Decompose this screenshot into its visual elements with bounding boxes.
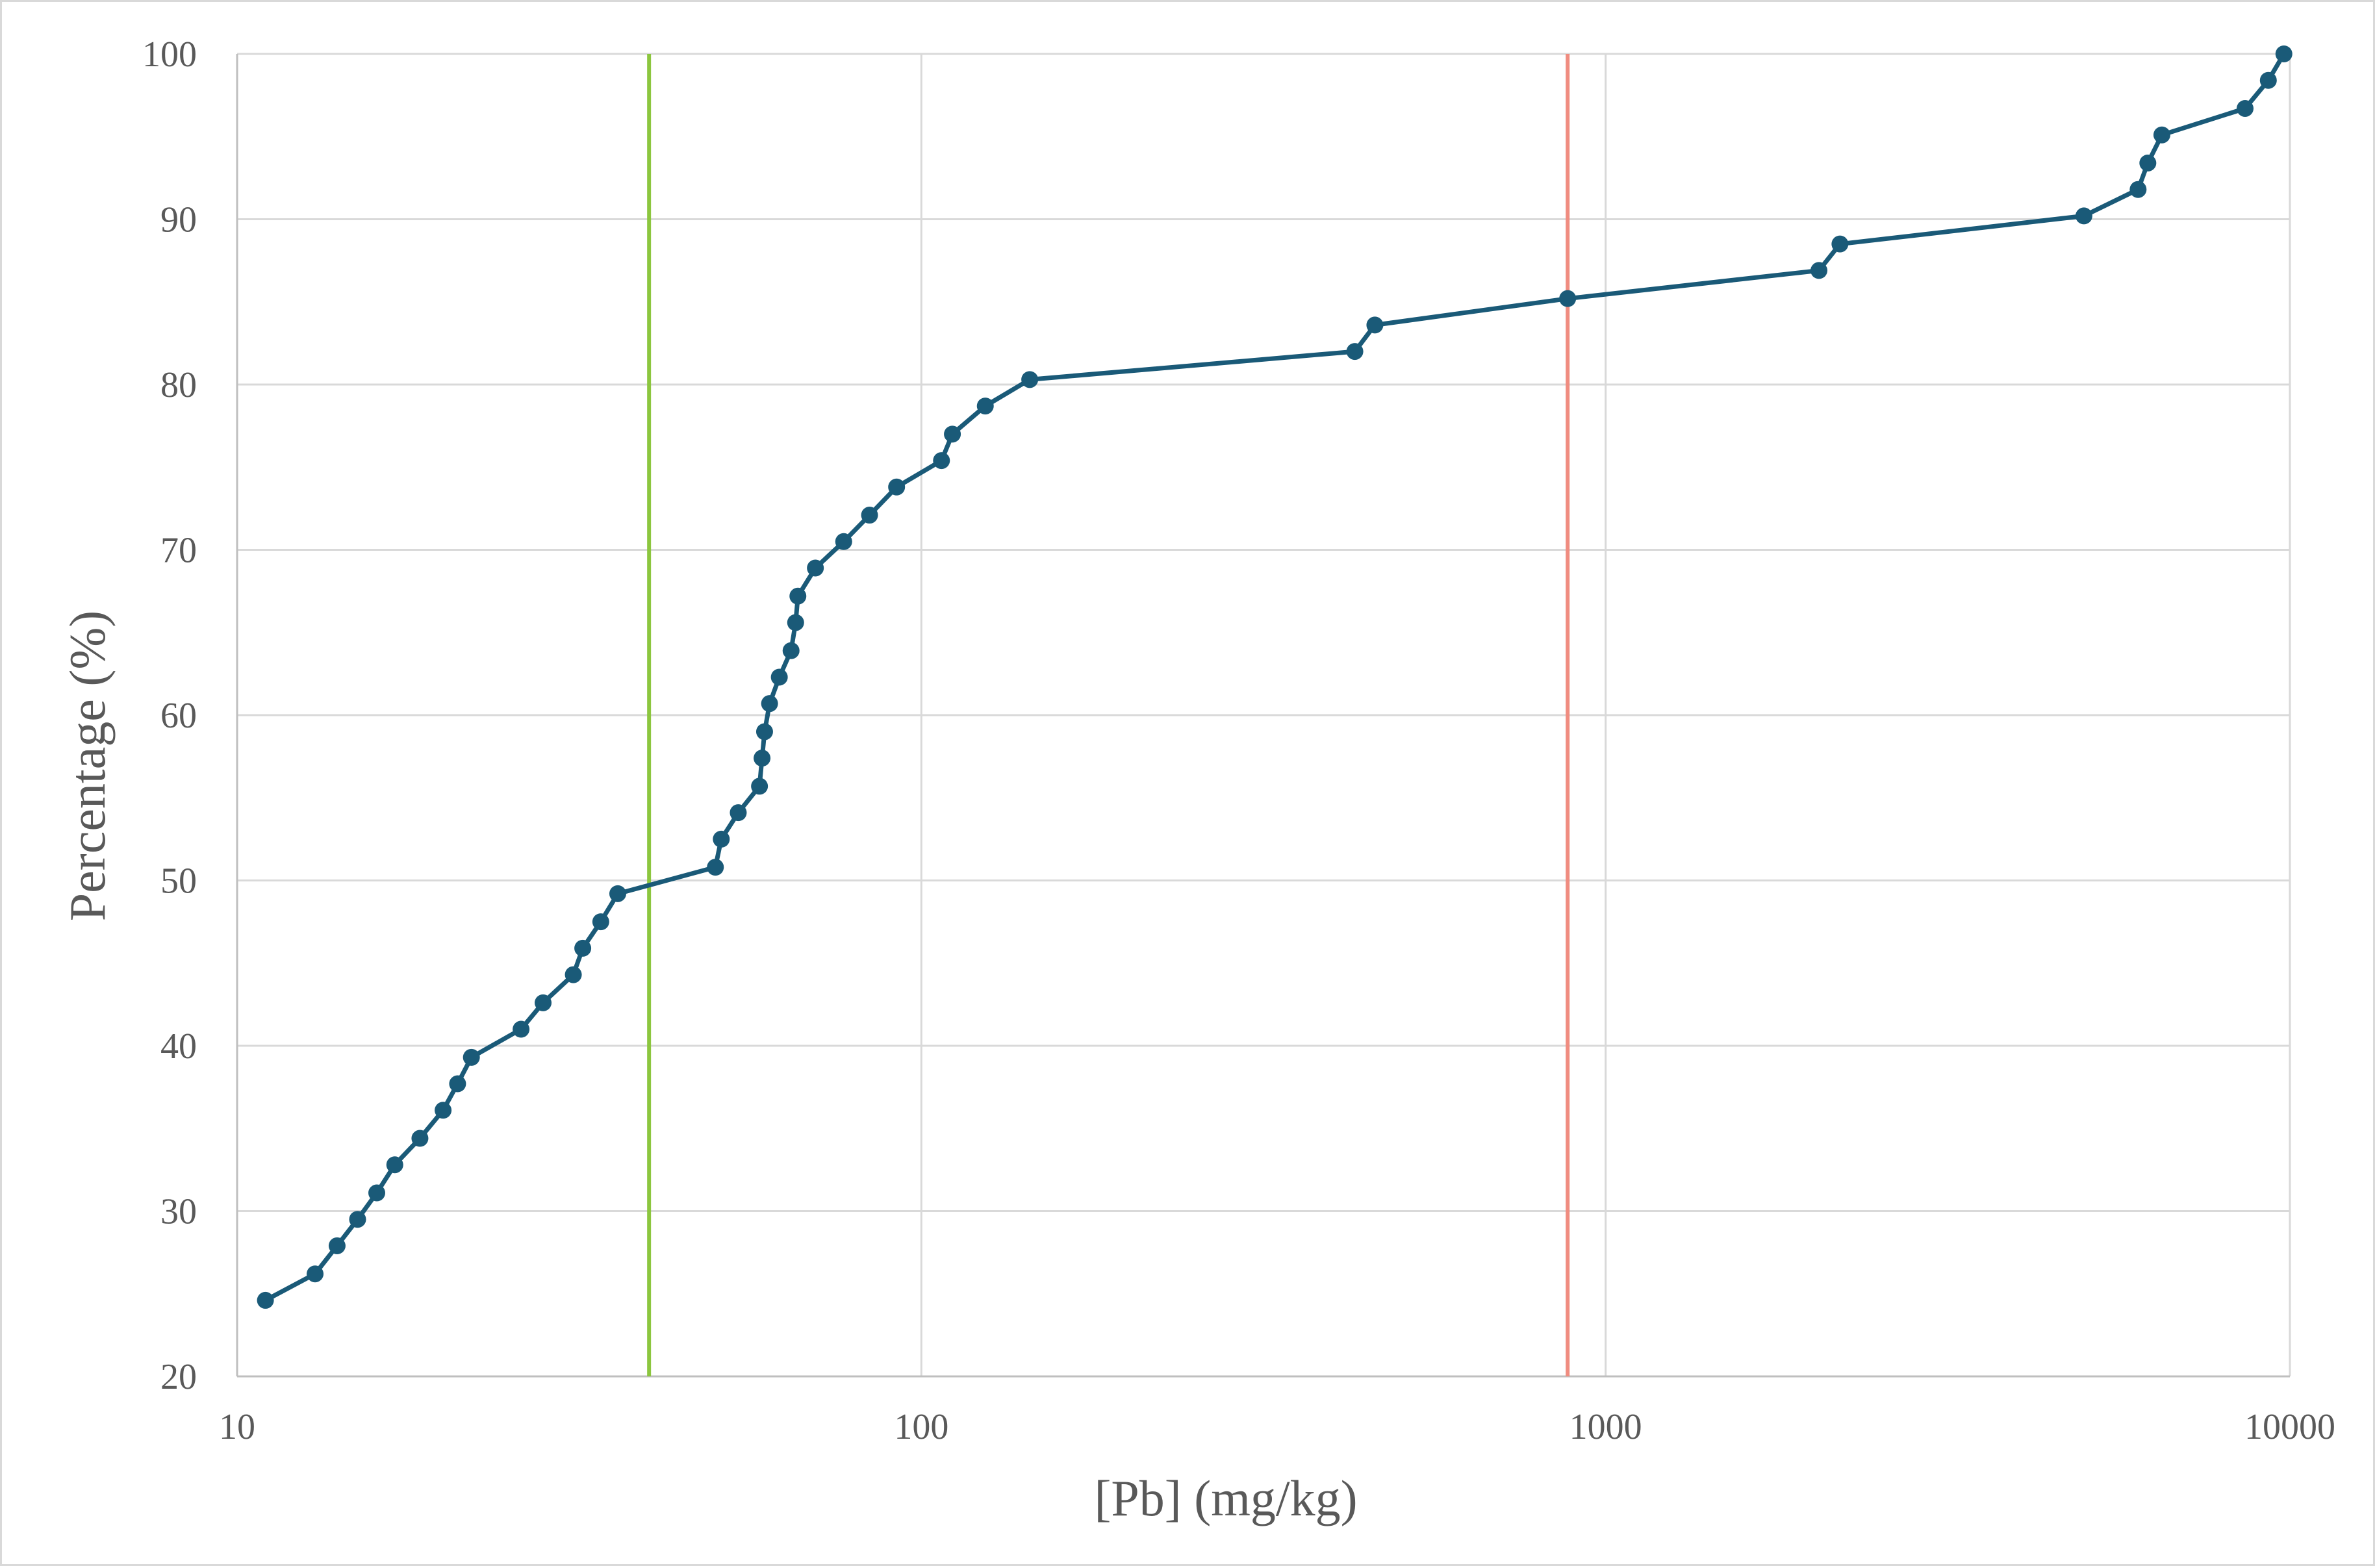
data-point: [574, 939, 592, 957]
data-point: [2139, 154, 2157, 171]
data-point: [2153, 126, 2170, 144]
data-point: [1559, 290, 1577, 307]
data-point: [1021, 371, 1039, 388]
data-point: [513, 1020, 530, 1038]
y-tick-label: 60: [160, 696, 197, 736]
y-tick-label: 50: [160, 861, 197, 902]
data-point: [449, 1075, 466, 1093]
y-tick-label: 20: [160, 1357, 197, 1397]
data-point: [1366, 316, 1384, 334]
data-point: [307, 1265, 324, 1283]
data-point: [976, 398, 994, 415]
data-point: [787, 614, 804, 631]
data-point: [257, 1291, 274, 1309]
x-tick-label: 10: [219, 1407, 255, 1447]
data-point: [861, 507, 878, 524]
data-point: [565, 966, 582, 983]
data-point: [707, 859, 724, 876]
data-point: [751, 778, 768, 795]
data-point: [386, 1156, 403, 1174]
plot-border: [236, 54, 2290, 1378]
data-point: [535, 994, 552, 1011]
data-series: [257, 45, 2292, 1309]
data-point: [592, 913, 609, 931]
data-point: [754, 750, 771, 767]
data-point: [463, 1048, 480, 1066]
data-point: [761, 695, 778, 713]
y-tick-label: 70: [160, 531, 197, 571]
data-point: [756, 723, 773, 740]
data-point: [944, 425, 961, 443]
data-point: [411, 1130, 429, 1147]
x-tick-label: 10000: [2244, 1407, 2335, 1447]
data-point: [789, 587, 807, 605]
series-line: [264, 53, 2286, 1302]
data-point: [782, 642, 800, 659]
data-point: [770, 668, 788, 686]
x-axis-title: [Pb] (mg/kg): [1094, 1470, 1357, 1526]
data-point: [2259, 71, 2277, 89]
y-tick-labels: 20 30 40 50 60 70 80 90 100: [142, 34, 197, 1397]
x-tick-label: 100: [894, 1407, 948, 1447]
y-tick-label: 100: [142, 34, 197, 75]
data-point: [435, 1102, 452, 1119]
data-point: [1810, 262, 1828, 279]
data-point: [2275, 45, 2292, 62]
gridlines: [237, 53, 2291, 1376]
data-point: [328, 1237, 346, 1254]
data-point: [888, 478, 906, 496]
y-axis-title: Percentage (%): [59, 611, 116, 922]
data-point: [368, 1184, 386, 1202]
data-point: [730, 804, 747, 822]
data-point: [2237, 99, 2254, 117]
data-point: [349, 1211, 366, 1228]
data-point: [835, 533, 852, 550]
data-point: [1346, 343, 1364, 360]
data-point: [2129, 181, 2147, 198]
data-point: [713, 830, 730, 848]
data-point: [609, 885, 626, 902]
data-point: [807, 559, 824, 577]
y-tick-label: 30: [160, 1192, 197, 1232]
x-tick-label: 1000: [1569, 1407, 1642, 1447]
y-tick-label: 80: [160, 365, 197, 405]
data-point: [1831, 235, 1849, 253]
data-point: [2075, 207, 2092, 225]
data-point: [933, 452, 950, 470]
y-tick-label: 40: [160, 1026, 197, 1067]
x-tick-labels: 10 100 1000 10000: [219, 1407, 2335, 1447]
reference-lines: [647, 54, 1570, 1376]
y-tick-label: 90: [160, 200, 197, 240]
